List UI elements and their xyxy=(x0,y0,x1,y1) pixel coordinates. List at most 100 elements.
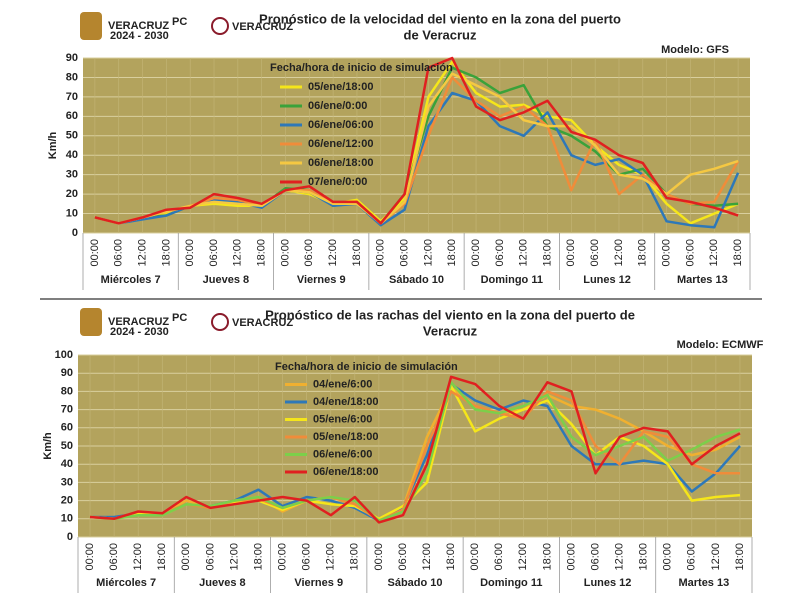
y-tick-label: 90 xyxy=(61,367,73,379)
y-tick-label: 80 xyxy=(61,385,73,397)
legend-label: 06/ene/12:00 xyxy=(308,138,373,150)
logo-text: VERACRUZ xyxy=(232,21,293,33)
x-tick-label: 00:00 xyxy=(565,543,577,571)
x-tick-label: 00:00 xyxy=(469,543,481,571)
x-tick-label: 12:00 xyxy=(518,239,530,267)
y-tick-label: 10 xyxy=(61,513,73,525)
x-tick-label: 18:00 xyxy=(637,239,649,267)
x-tick-label: 12:00 xyxy=(136,239,148,267)
x-tick-label: 18:00 xyxy=(256,239,268,267)
x-tick-label: 18:00 xyxy=(734,543,746,571)
x-tick-label: 12:00 xyxy=(232,239,244,267)
x-tick-label: 06:00 xyxy=(398,239,410,267)
y-tick-label: 70 xyxy=(66,91,78,103)
chart-title: Veracruz xyxy=(423,323,478,338)
x-tick-label: 18:00 xyxy=(446,239,458,267)
y-axis-label: Km/h xyxy=(47,131,59,159)
x-tick-label: 12:00 xyxy=(325,543,337,571)
day-label: Martes 13 xyxy=(678,577,729,589)
day-label: Miércoles 7 xyxy=(101,274,161,286)
x-tick-label: 18:00 xyxy=(156,543,168,571)
y-tick-label: 20 xyxy=(61,495,73,507)
x-tick-label: 18:00 xyxy=(351,239,363,267)
logo-text: 2024 - 2030 xyxy=(110,30,169,42)
x-tick-label: 18:00 xyxy=(638,543,650,571)
x-tick-label: 18:00 xyxy=(160,239,172,267)
y-tick-label: 0 xyxy=(67,531,73,543)
legend-label: 06/ene/18:00 xyxy=(313,466,378,478)
x-tick-label: 12:00 xyxy=(421,543,433,571)
chart-title: de Veracruz xyxy=(404,27,477,42)
x-tick-label: 06:00 xyxy=(108,543,120,571)
x-tick-label: 00:00 xyxy=(279,239,291,267)
day-label: Domingo 11 xyxy=(480,577,542,589)
legend-title: Fecha/hora de inicio de simulación xyxy=(270,62,453,74)
day-label: Lunes 12 xyxy=(584,577,632,589)
y-tick-label: 50 xyxy=(61,440,73,452)
y-tick-label: 100 xyxy=(55,349,73,361)
y-tick-label: 50 xyxy=(66,130,78,142)
day-label: Sábado 10 xyxy=(387,577,442,589)
x-tick-label: 12:00 xyxy=(614,543,626,571)
day-label: Jueves 8 xyxy=(203,274,249,286)
x-tick-label: 00:00 xyxy=(184,239,196,267)
logo-seal xyxy=(211,313,229,331)
logo-text: PC xyxy=(172,16,187,28)
x-tick-label: 06:00 xyxy=(589,239,601,267)
x-tick-label: 18:00 xyxy=(732,239,744,267)
x-tick-label: 18:00 xyxy=(445,543,457,571)
y-tick-label: 40 xyxy=(61,458,73,470)
y-tick-label: 60 xyxy=(61,422,73,434)
x-tick-label: 06:00 xyxy=(397,543,409,571)
x-tick-label: 00:00 xyxy=(84,543,96,571)
x-tick-label: 12:00 xyxy=(710,543,722,571)
logo-text: VERACRUZ xyxy=(108,20,169,32)
legend-label: 06/ene/0:00 xyxy=(308,100,367,112)
x-tick-label: 06:00 xyxy=(208,239,220,267)
y-axis-label: Km/h xyxy=(42,432,54,460)
day-label: Domingo 11 xyxy=(481,274,543,286)
legend-label: 06/ene/06:00 xyxy=(308,119,373,131)
chart-title: Pronóstico de la velocidad del viento en… xyxy=(259,11,621,26)
x-tick-label: 12:00 xyxy=(517,543,529,571)
day-label: Sábado 10 xyxy=(389,274,444,286)
logo-text: VERACRUZ xyxy=(232,317,293,329)
x-tick-label: 06:00 xyxy=(113,239,125,267)
x-tick-label: 00:00 xyxy=(662,543,674,571)
model-label: Modelo: ECMWF xyxy=(677,339,764,351)
legend-label: 04/ene/18:00 xyxy=(313,396,378,408)
logo-text: VERACRUZ xyxy=(108,316,169,328)
x-tick-label: 06:00 xyxy=(494,239,506,267)
legend-label: 05/ene/18:00 xyxy=(313,431,378,443)
chart-title: Pronóstico de las rachas del viento en l… xyxy=(265,307,635,322)
legend-label: 06/ene/18:00 xyxy=(308,157,373,169)
x-tick-label: 18:00 xyxy=(541,543,553,571)
day-label: Miércoles 7 xyxy=(96,577,156,589)
x-tick-label: 06:00 xyxy=(684,239,696,267)
x-tick-label: 12:00 xyxy=(422,239,434,267)
x-tick-label: 12:00 xyxy=(132,543,144,571)
x-tick-label: 00:00 xyxy=(565,239,577,267)
model-label: Modelo: GFS xyxy=(661,44,729,56)
x-tick-label: 18:00 xyxy=(541,239,553,267)
series-line xyxy=(89,375,741,524)
x-tick-label: 00:00 xyxy=(373,543,385,571)
x-tick-label: 00:00 xyxy=(277,543,289,571)
legend-label: 07/ene/0:00 xyxy=(308,176,367,188)
y-tick-label: 0 xyxy=(72,227,78,239)
x-tick-label: 06:00 xyxy=(204,543,216,571)
logo-text: PC xyxy=(172,312,187,324)
y-tick-label: 10 xyxy=(66,207,78,219)
x-tick-label: 06:00 xyxy=(301,543,313,571)
y-tick-label: 30 xyxy=(61,476,73,488)
y-tick-label: 30 xyxy=(66,169,78,181)
series-line xyxy=(94,72,739,225)
x-tick-label: 12:00 xyxy=(613,239,625,267)
x-tick-label: 06:00 xyxy=(493,543,505,571)
y-tick-label: 70 xyxy=(61,404,73,416)
x-tick-label: 00:00 xyxy=(180,543,192,571)
legend-label: 04/ene/6:00 xyxy=(313,378,372,390)
day-label: Lunes 12 xyxy=(583,274,631,286)
x-tick-label: 00:00 xyxy=(661,239,673,267)
